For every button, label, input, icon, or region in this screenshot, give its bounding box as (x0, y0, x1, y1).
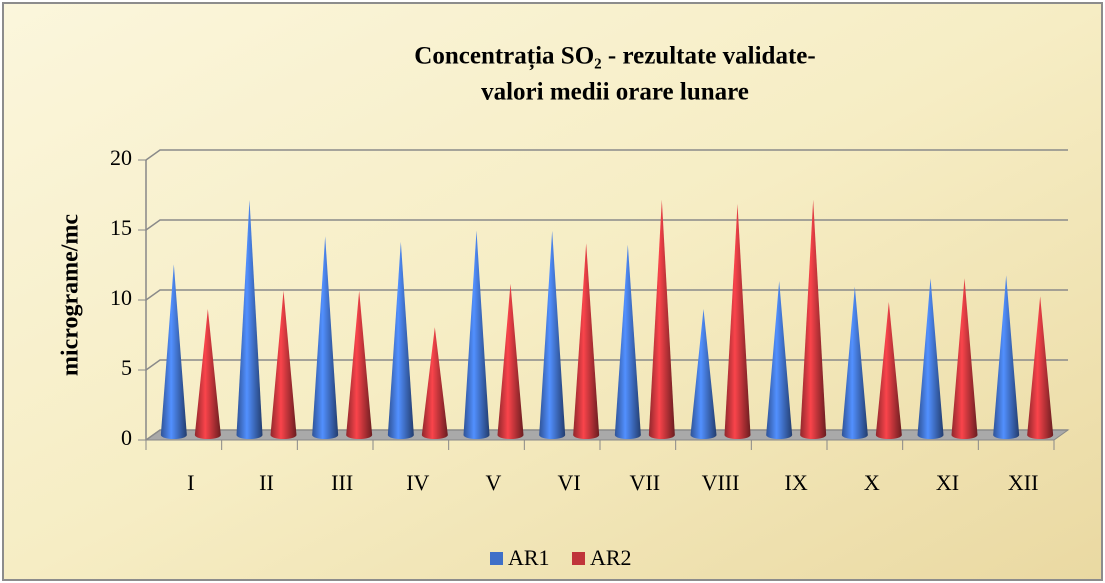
legend-swatch (572, 552, 585, 565)
cone-body (841, 286, 868, 439)
cone-body (160, 264, 187, 439)
legend-label: AR1 (508, 545, 550, 570)
cone (270, 290, 297, 439)
cone-body (800, 199, 827, 439)
cone (421, 327, 448, 439)
y-tick-label: 10 (110, 285, 132, 310)
cone (573, 243, 600, 439)
y-axis-label: micrograme/mc (58, 214, 84, 376)
y-tick-label: 15 (110, 215, 132, 240)
y-tick-label: 20 (110, 145, 132, 170)
x-tick-label: VIII (702, 470, 740, 495)
cone-body (951, 278, 978, 439)
cone-body (573, 243, 600, 439)
x-tick-label: XII (1008, 470, 1039, 495)
cone-body (917, 278, 944, 439)
y-tick-label: 5 (121, 355, 132, 380)
cone (917, 278, 944, 439)
cone-body (690, 309, 717, 439)
cone (497, 283, 524, 439)
cone (951, 278, 978, 439)
grid-line (145, 219, 1068, 231)
cone (648, 199, 675, 439)
cone (690, 309, 717, 439)
grid-line (145, 429, 1068, 441)
x-tick-label: VI (558, 470, 581, 495)
x-tick-label: XI (936, 470, 959, 495)
cone-body (421, 327, 448, 439)
cone-body (497, 283, 524, 439)
grid-line (145, 289, 1068, 301)
cone (1027, 296, 1054, 439)
cone (875, 302, 902, 439)
cone-body (539, 230, 566, 439)
cone (346, 290, 373, 439)
cone (724, 204, 751, 439)
x-tick-label: V (486, 470, 502, 495)
cone-body (194, 309, 221, 439)
cone (539, 230, 566, 439)
cone (387, 241, 414, 439)
legend-swatch (490, 552, 503, 565)
cone (312, 236, 339, 439)
x-tick-label: IV (406, 470, 429, 495)
cone (614, 244, 641, 439)
x-tick-label: I (187, 470, 194, 495)
cone-body (1027, 296, 1054, 439)
legend-label: AR2 (590, 545, 632, 570)
y-tick-label: 0 (121, 425, 132, 450)
cone (766, 281, 793, 439)
cone-body (993, 275, 1020, 439)
cone-body (875, 302, 902, 439)
cone-body (236, 199, 263, 439)
cone-body (614, 244, 641, 439)
cone-body (387, 241, 414, 439)
cone (463, 230, 490, 439)
x-tick-label: VII (630, 470, 661, 495)
cone (841, 286, 868, 439)
chart-title: Concentrația SO₂ - rezultate validate- (414, 43, 815, 71)
cone-body (346, 290, 373, 439)
x-tick-label: III (331, 470, 353, 495)
cone (800, 199, 827, 439)
cone (160, 264, 187, 439)
grid-line (145, 359, 1068, 371)
cone (194, 309, 221, 439)
cone-body (312, 236, 339, 439)
cone-body (724, 204, 751, 439)
x-tick-label: IX (785, 470, 808, 495)
cone (993, 275, 1020, 439)
cone (236, 199, 263, 439)
grid-line (145, 149, 1068, 161)
x-tick-label: X (864, 470, 880, 495)
cone-body (270, 290, 297, 439)
cone-body (648, 199, 675, 439)
x-tick-label: II (259, 470, 274, 495)
cone-body (463, 230, 490, 439)
cone-body (766, 281, 793, 439)
chart-title: valori medii orare lunare (481, 79, 749, 106)
